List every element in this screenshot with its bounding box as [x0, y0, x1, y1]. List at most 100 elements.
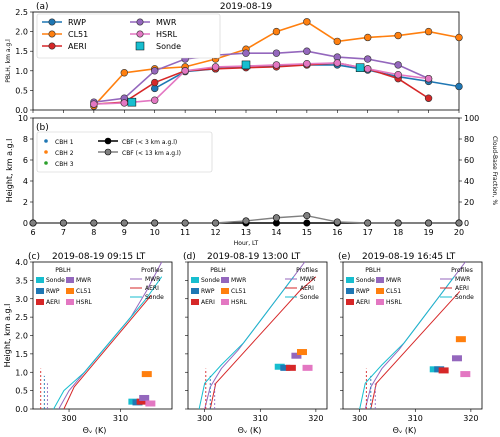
panel-c-pblh-legend: PBLH Sonde RWP AERI MWR CL51 HSRL	[36, 267, 92, 306]
point	[303, 219, 311, 227]
series-line-hsrl	[93, 62, 429, 105]
legend-heading: Profiles	[141, 267, 163, 274]
y-tick-label: 0.5	[15, 86, 28, 95]
profile-aeri	[209, 276, 317, 410]
legend-label: MWR	[156, 18, 177, 27]
legend-swatch	[221, 299, 229, 305]
y2-tick-label: 80	[464, 135, 474, 144]
legend-swatch	[221, 288, 229, 294]
point-mwr	[272, 49, 281, 57]
series-line-aeri	[93, 62, 430, 105]
pblh-marker-aeri	[438, 367, 449, 374]
x-tick-label: 17	[363, 228, 373, 237]
point	[29, 219, 37, 227]
pblh-marker-cl51	[455, 336, 466, 343]
point-cl51	[333, 37, 341, 46]
legend-label: AERI	[145, 285, 159, 292]
point-aeri	[424, 94, 433, 102]
y2-tick-label: 100	[464, 114, 479, 123]
panel-a-legend: RWP CL51 AERI MWR HSRL Sonde	[36, 13, 221, 59]
y-tick-label: 3.0	[15, 295, 28, 304]
legend-marker	[135, 41, 145, 51]
point-hsrl	[303, 60, 311, 68]
legend-label: Sonde	[201, 277, 220, 284]
legend-label: CL51	[386, 288, 401, 295]
legend-label: AERI	[455, 285, 469, 292]
panel-b-tag: (b)	[36, 123, 49, 133]
legend-swatch	[221, 277, 229, 283]
point	[455, 219, 463, 227]
point-cl51	[272, 27, 281, 36]
legend-frame	[36, 131, 213, 173]
y-tick-label: 1.5	[15, 350, 28, 359]
legend-label: AERI	[68, 42, 86, 51]
point	[181, 219, 189, 227]
point	[364, 219, 372, 227]
y-tick-label: 4	[23, 177, 28, 186]
legend-swatch	[191, 288, 199, 294]
legend-marker	[104, 137, 112, 145]
legend-marker	[44, 150, 48, 154]
legend-label: HSRL	[386, 299, 402, 306]
point-rwp	[455, 82, 463, 91]
series-line-mwr	[93, 50, 429, 103]
panel-c: (c) 2019-08-19 09:15 LT 0.0 0.5 1.0 1.5 2.0 2.5…	[3, 252, 173, 435]
legend-label: HSRL	[156, 30, 178, 39]
profile-sonde	[359, 276, 455, 410]
legend-label: RWP	[68, 18, 86, 27]
legend-label: Sonde	[46, 277, 65, 284]
x-tick-label: 300	[197, 414, 212, 423]
panel-b-xlabel: Hour, LT	[234, 240, 259, 247]
panel-e-profile-legend: Profiles MWR AERI Sonde	[440, 267, 474, 301]
legend-swatch	[36, 277, 44, 283]
legend-label: CBF (< 13 km a.g.l)	[122, 150, 181, 157]
legend-label: RWP	[356, 288, 370, 295]
panel-d-title: 2019-08-19 13:00 LT	[207, 252, 301, 262]
y-tick-label: 2.0	[15, 28, 28, 37]
panel-b-ylabel: Height, km a.g.l	[5, 139, 14, 203]
x-tick-label: 20	[454, 228, 464, 237]
point-hsrl	[151, 96, 159, 104]
legend-label: AERI	[356, 299, 370, 306]
legend-heading: PBLH	[55, 267, 71, 274]
profile-sonde	[53, 276, 163, 410]
y-tick-label: 0.0	[15, 405, 28, 414]
y-tick-label: 2.5	[15, 8, 28, 17]
legend-swatch	[346, 277, 354, 283]
legend-label: CBF (< 3 km a.g.l)	[122, 139, 177, 146]
x-tick-label: 8	[91, 228, 96, 237]
point-cl51	[455, 33, 463, 42]
panel-c-xlabel: Θᵥ (K)	[83, 426, 107, 435]
y-tick-label: 1.0	[15, 368, 28, 377]
legend-swatch	[376, 277, 384, 283]
legend-swatch	[346, 299, 354, 305]
point	[120, 219, 128, 227]
legend-label: HSRL	[76, 299, 92, 306]
point-sonde	[127, 97, 137, 107]
point-cl51	[424, 27, 433, 36]
pblh-marker-aeri	[136, 398, 147, 405]
legend-label: Sonde	[356, 277, 375, 284]
y-tick-label: 6	[23, 156, 28, 165]
legend-label: CL51	[76, 288, 91, 295]
profile-mwr	[204, 261, 306, 410]
legend-marker	[104, 148, 112, 156]
point-hsrl	[424, 74, 433, 83]
legend-label: MWR	[300, 276, 315, 283]
legend-label: CL51	[231, 288, 246, 295]
point	[212, 219, 220, 227]
legend-label: Sonde	[145, 294, 164, 301]
x-tick-label: 300	[352, 414, 367, 423]
x-tick-label: 310	[253, 414, 268, 423]
point-mwr	[242, 49, 250, 57]
legend-marker	[48, 30, 56, 38]
profile-aeri	[63, 294, 152, 410]
panel-a-title: 2019-08-19	[220, 2, 273, 12]
point-cl51	[394, 31, 402, 40]
x-tick-label: 9	[122, 228, 127, 237]
y-tick-label: 0.0	[15, 106, 28, 115]
legend-label: CBH 2	[55, 150, 74, 157]
panel-b-y2label: Cloud-Base Fraction, %	[491, 136, 498, 205]
